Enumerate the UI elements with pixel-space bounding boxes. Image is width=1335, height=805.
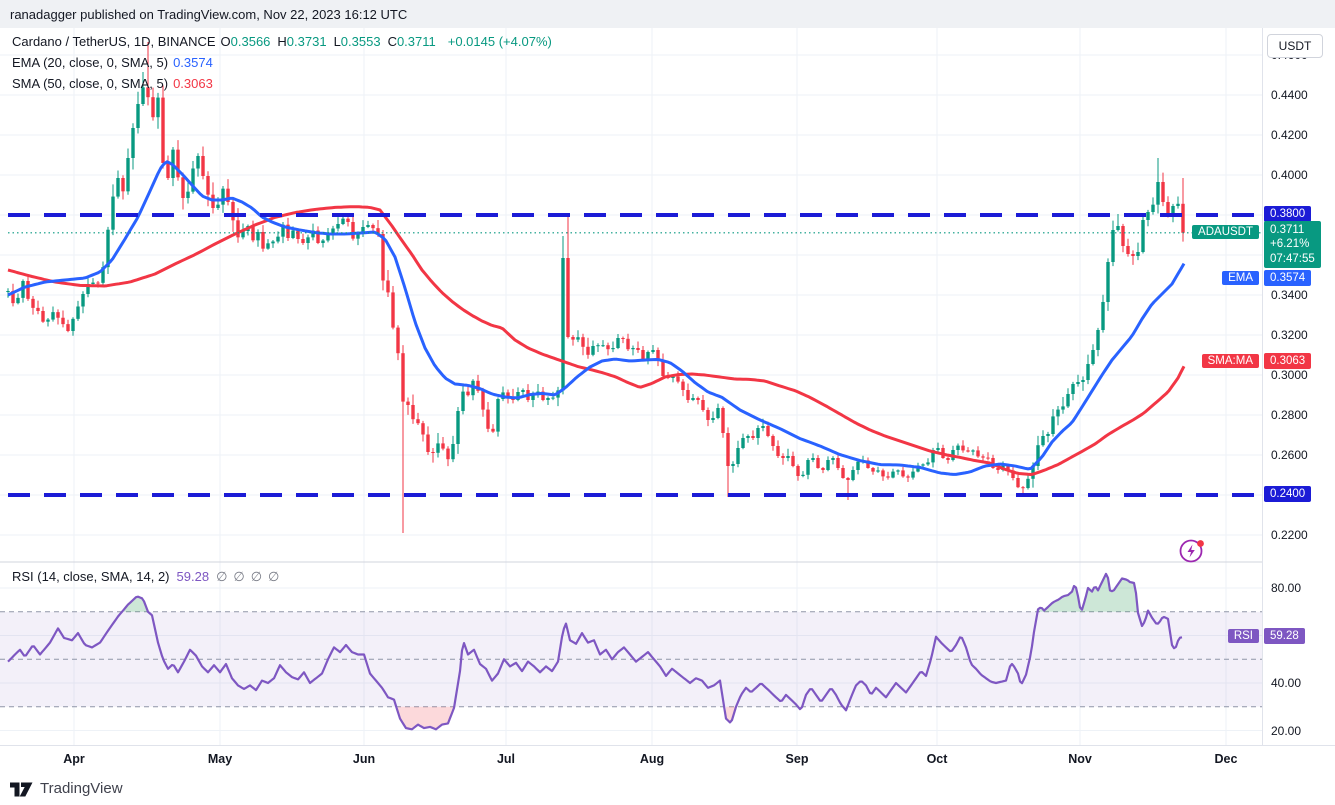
month-label: May: [207, 752, 233, 766]
support-level-label: 0.2400: [1264, 486, 1312, 502]
symbol-title: Cardano / TetherUS, 1D, BINANCE: [12, 34, 216, 49]
hidden-value-icon: ∅: [268, 569, 280, 584]
symbol-series-tag: ADAUSDT: [1192, 224, 1259, 239]
price-tick: 0.3000: [1271, 368, 1308, 382]
rsi-tick: 20.00: [1271, 723, 1302, 738]
indicator-legend: Cardano / TetherUS, 1D, BINANCE O0.3566 H…: [12, 31, 552, 94]
published-bar: ranadagger published on TradingView.com,…: [0, 0, 1335, 28]
ohlc-pair: C0.3711: [387, 34, 436, 49]
bar-countdown: 07:47:55: [1270, 252, 1315, 265]
price-tick: 0.4200: [1271, 128, 1308, 142]
ohlc-pair: L0.3553: [333, 34, 381, 49]
month-label: Dec: [1214, 752, 1238, 766]
sma-value: 0.3063: [173, 76, 213, 91]
hidden-value-icon: ∅: [216, 569, 228, 584]
month-label: Jun: [352, 752, 376, 766]
price-scale[interactable]: 0.46000.44000.42000.40000.34000.32000.30…: [1262, 28, 1335, 745]
price-tick: 0.3400: [1271, 288, 1308, 302]
sma-series-tag: SMA:MA: [1201, 354, 1259, 369]
price-tick: 0.4000: [1271, 168, 1308, 182]
rsi-value: 59.28: [176, 569, 210, 584]
price-tick: 0.4400: [1271, 88, 1308, 102]
footer-bar: TradingView: [0, 772, 1335, 805]
ohlc-pair: H0.3731: [277, 34, 327, 49]
time-scale[interactable]: Apr May Jun Jul Aug Sep Oct Nov Dec: [0, 745, 1335, 773]
price-tick: 0.2200: [1271, 528, 1308, 542]
rsi-value-label: 59.28: [1264, 628, 1305, 645]
ema-legend-row[interactable]: EMA (20, close, 0, SMA, 5) 0.3574: [12, 52, 552, 73]
hidden-value-icon: ∅: [250, 569, 263, 584]
rsi-tick: 80.00: [1271, 581, 1302, 595]
last-price-change: +6.21%: [1270, 238, 1310, 251]
ohlc-pair: O0.3566: [220, 34, 271, 49]
resistance-level-label: 0.3800: [1264, 206, 1312, 222]
published-text: ranadagger published on TradingView.com,…: [10, 6, 408, 22]
tradingview-logo-text: TradingView: [40, 780, 123, 797]
last-price: 0.3711: [1270, 223, 1305, 236]
tradingview-mark-icon: [10, 782, 33, 797]
sma-price-label: 0.3063: [1264, 353, 1312, 370]
sma-label: SMA (50, close, 0, SMA, 5): [12, 76, 169, 91]
month-label: Nov: [1068, 752, 1092, 766]
price-tick: 0.2600: [1271, 448, 1308, 462]
change-value: +0.0145 (+4.07%): [447, 34, 552, 49]
price-tick: 0.2800: [1271, 408, 1308, 422]
symbol-legend-row[interactable]: Cardano / TetherUS, 1D, BINANCE O0.3566 H…: [12, 31, 552, 52]
rsi-series-tag: RSI: [1227, 629, 1259, 644]
month-label: Jul: [496, 752, 516, 766]
price-tick: 0.3200: [1271, 328, 1308, 342]
last-price-label: 0.3711 +6.21% 07:47:55: [1264, 220, 1321, 269]
month-label: Sep: [785, 752, 809, 766]
sma-legend-row[interactable]: SMA (50, close, 0, SMA, 5) 0.3063: [12, 73, 552, 94]
alert-lightning-button[interactable]: [1171, 534, 1204, 564]
ema-value: 0.3574: [173, 55, 213, 70]
ema-series-tag: EMA: [1222, 270, 1259, 285]
rsi-tick: 40.00: [1271, 676, 1302, 690]
rsi-label: RSI (14, close, SMA, 14, 2): [12, 569, 170, 584]
rsi-legend-row[interactable]: RSI (14, close, SMA, 14, 2) 59.28 ∅ ∅ ∅ ∅: [12, 569, 285, 585]
notification-dot: [1197, 540, 1204, 547]
chart-canvas: [0, 28, 1335, 745]
hidden-value-icon: ∅: [233, 569, 245, 584]
ema-price-label: 0.3574: [1264, 269, 1312, 286]
month-label: Aug: [639, 752, 665, 766]
currency-toggle-button[interactable]: USDT: [1267, 34, 1323, 58]
ema-label: EMA (20, close, 0, SMA, 5): [12, 55, 169, 70]
ohlc-values: O0.3566 H0.3731 L0.3553 C0.3711: [221, 31, 443, 52]
rsi-hidden-values: ∅ ∅ ∅ ∅: [216, 569, 285, 585]
lightning-icon: [1179, 539, 1204, 563]
month-label: Oct: [926, 752, 948, 766]
tradingview-logo[interactable]: TradingView: [10, 779, 123, 798]
month-label: Apr: [63, 752, 85, 766]
